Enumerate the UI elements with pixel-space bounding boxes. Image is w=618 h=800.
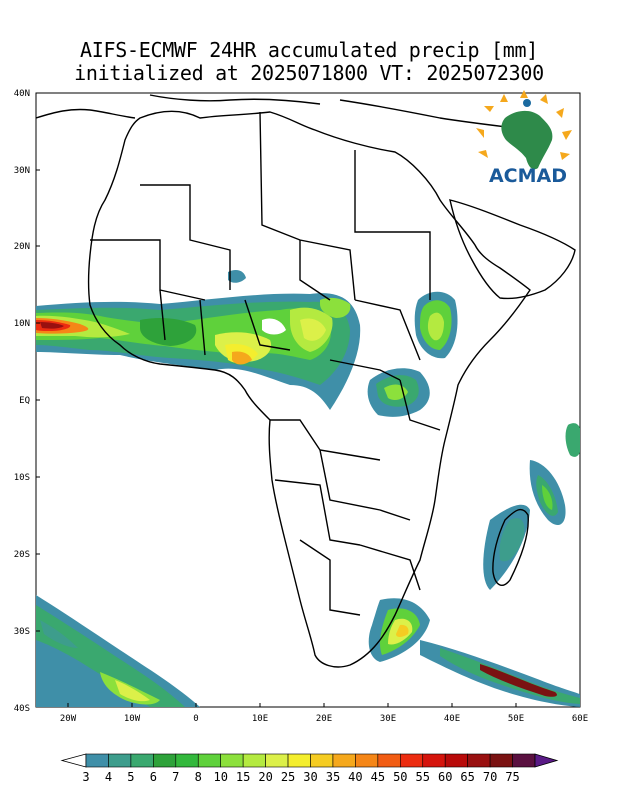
colorbar-swatch: [399, 753, 424, 768]
colorbar-label: 20: [258, 770, 272, 784]
lat-label-30S: 30S: [14, 627, 30, 637]
colorbar-label: 7: [172, 770, 179, 784]
colorbar-swatch: [265, 753, 289, 768]
colorbar-swatch: [422, 753, 446, 768]
colorbar-swatch: [332, 753, 356, 768]
colorbar-swatch: [220, 753, 244, 768]
colorbar-swatch: [489, 753, 513, 768]
precip-fields: [36, 270, 580, 707]
lat-label-30N: 30N: [14, 166, 30, 176]
colorbar-label: 75: [505, 770, 519, 784]
colorbar-label: 4: [105, 770, 112, 784]
colorbar-label: 40: [348, 770, 362, 784]
map-frame: [35, 92, 581, 708]
colorbar-label: 5: [127, 770, 134, 784]
lon-label-40E: 40E: [444, 714, 460, 724]
indian-ocean-rain: [483, 423, 580, 590]
ethiopia-rain: [414, 291, 458, 359]
colorbar-swatch: [85, 753, 109, 768]
colorbar-swatch: [153, 753, 177, 768]
colorbar-label: 6: [150, 770, 157, 784]
acmad-logo-text: ACMAD: [489, 165, 567, 187]
colorbar-swatch: [287, 753, 311, 768]
colorbar-label: 8: [195, 770, 202, 784]
colorbar-swatch: [130, 753, 154, 768]
colorbar-label: 35: [326, 770, 340, 784]
east-africa-rain: [367, 368, 430, 417]
lon-label-10W: 10W: [124, 714, 141, 724]
colorbar-swatch: [175, 753, 199, 768]
colorbar-label: 15: [236, 770, 250, 784]
lat-label-10N: 10N: [14, 319, 30, 329]
colorbar-label: 3: [82, 770, 89, 784]
colorbar: 3 4 5 6 7 8 10 15 20 25 30 35 40 45 50 55 60 65 70 75: [60, 753, 559, 784]
south-africa-rain: [368, 598, 580, 707]
colorbar-label: 30: [303, 770, 317, 784]
colorbar-swatch: [377, 753, 401, 768]
lat-label-20S: 20S: [14, 550, 30, 560]
colorbar-label: 70: [483, 770, 497, 784]
colorbar-swatch: [310, 753, 334, 768]
map-title-line-2: initialized at 2025071800 VT: 2025072300: [74, 61, 544, 85]
lon-label-60E: 60E: [572, 714, 588, 724]
colorbar-swatch: [108, 753, 132, 768]
lon-label-50E: 50E: [508, 714, 524, 724]
lat-axis: 40N 30N 20N 10N EQ 10S 20S 30S 40S: [14, 89, 40, 714]
lat-label-10S: 10S: [14, 473, 30, 483]
colorbar-swatch: [242, 753, 266, 768]
africa-sun-logo-icon: ACMAD: [476, 90, 572, 187]
coastlines: [36, 94, 576, 668]
sahel-rain-band: [36, 293, 361, 410]
colorbar-label: 50: [393, 770, 407, 784]
lon-label-20W: 20W: [60, 714, 77, 724]
colorbar-label: 55: [416, 770, 430, 784]
colorbar-swatch: [355, 753, 379, 768]
lat-label-20N: 20N: [14, 242, 30, 252]
colorbar-swatch: [444, 753, 468, 768]
lon-label-0: 0: [193, 714, 198, 724]
colorbar-label: 45: [371, 770, 385, 784]
south-atlantic-rain: [36, 595, 200, 707]
colorbar-label: 10: [213, 770, 227, 784]
colorbar-swatch: [197, 753, 222, 768]
lon-label-20E: 20E: [316, 714, 332, 724]
lat-label-40S: 40S: [14, 704, 30, 714]
lon-axis: 20W 10W 0 10E 20E 30E 40E 50E 60E: [60, 703, 588, 724]
lat-label-EQ: EQ: [19, 396, 30, 406]
colorbar-label: 65: [460, 770, 474, 784]
colorbar-over-arrow: [534, 753, 559, 768]
colorbar-label: 60: [438, 770, 452, 784]
lon-label-30E: 30E: [380, 714, 396, 724]
lon-label-10E: 10E: [252, 714, 268, 724]
colorbar-label: 25: [281, 770, 295, 784]
colorbar-swatch: [467, 753, 491, 768]
map-title-line-1: AIFS-ECMWF 24HR accumulated precip [mm]: [80, 38, 538, 62]
lat-label-40N: 40N: [14, 89, 30, 99]
colorbar-under-arrow: [60, 753, 87, 768]
colorbar-swatch: [512, 753, 536, 768]
